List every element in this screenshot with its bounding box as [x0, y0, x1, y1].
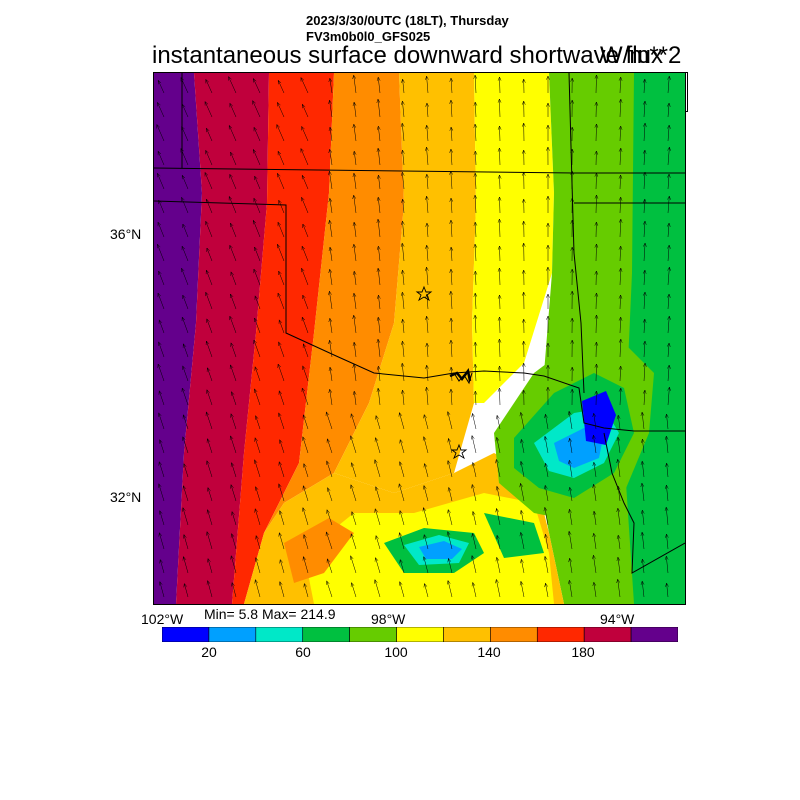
lon-label-94w: 94°W [600, 611, 635, 627]
colorbar-swatch [396, 627, 444, 642]
min-max-stats: Min= 5.8 Max= 214.9 [204, 606, 336, 622]
colorbar-swatch [630, 627, 678, 642]
wind-vectors [156, 74, 671, 598]
colorbar-swatch [490, 627, 538, 642]
field-title: instantaneous surface downward shortwave… [152, 42, 663, 69]
colorbar-swatch [208, 627, 257, 642]
shortwave-flux-field [154, 73, 685, 604]
city-star-markers [415, 285, 468, 460]
colorbar-label: 60 [295, 644, 311, 660]
red-river-lake [449, 368, 472, 382]
colorbar-swatch [255, 627, 304, 642]
colorbar-label: 180 [571, 644, 595, 660]
colorbar-swatch [583, 627, 632, 642]
colorbar [162, 627, 678, 642]
colorbar-swatch [536, 627, 585, 642]
colorbar-swatch [349, 627, 397, 642]
lat-label-32n: 32°N [110, 489, 142, 505]
colorbar-label: 20 [201, 644, 217, 660]
valid-time: 2023/3/30/0UTC (18LT), Thursday [306, 13, 509, 28]
lon-label-102w: 102°W [141, 611, 184, 627]
star-icon [450, 443, 468, 460]
colorbar-label: 140 [477, 644, 501, 660]
colorbar-swatch [162, 627, 210, 642]
colorbar-swatch [443, 627, 491, 642]
lon-label-98w: 98°W [371, 611, 406, 627]
lat-label-36n: 36°N [110, 226, 142, 242]
state-boundaries [154, 73, 685, 574]
model-name: FV3m0b0l0_GFS025 [306, 29, 431, 44]
colorbar-swatch [302, 627, 350, 642]
colorbar-label: 100 [384, 644, 408, 660]
star-icon [415, 285, 433, 302]
map-panel [153, 72, 686, 605]
field-units: W/m**2 [600, 42, 682, 69]
